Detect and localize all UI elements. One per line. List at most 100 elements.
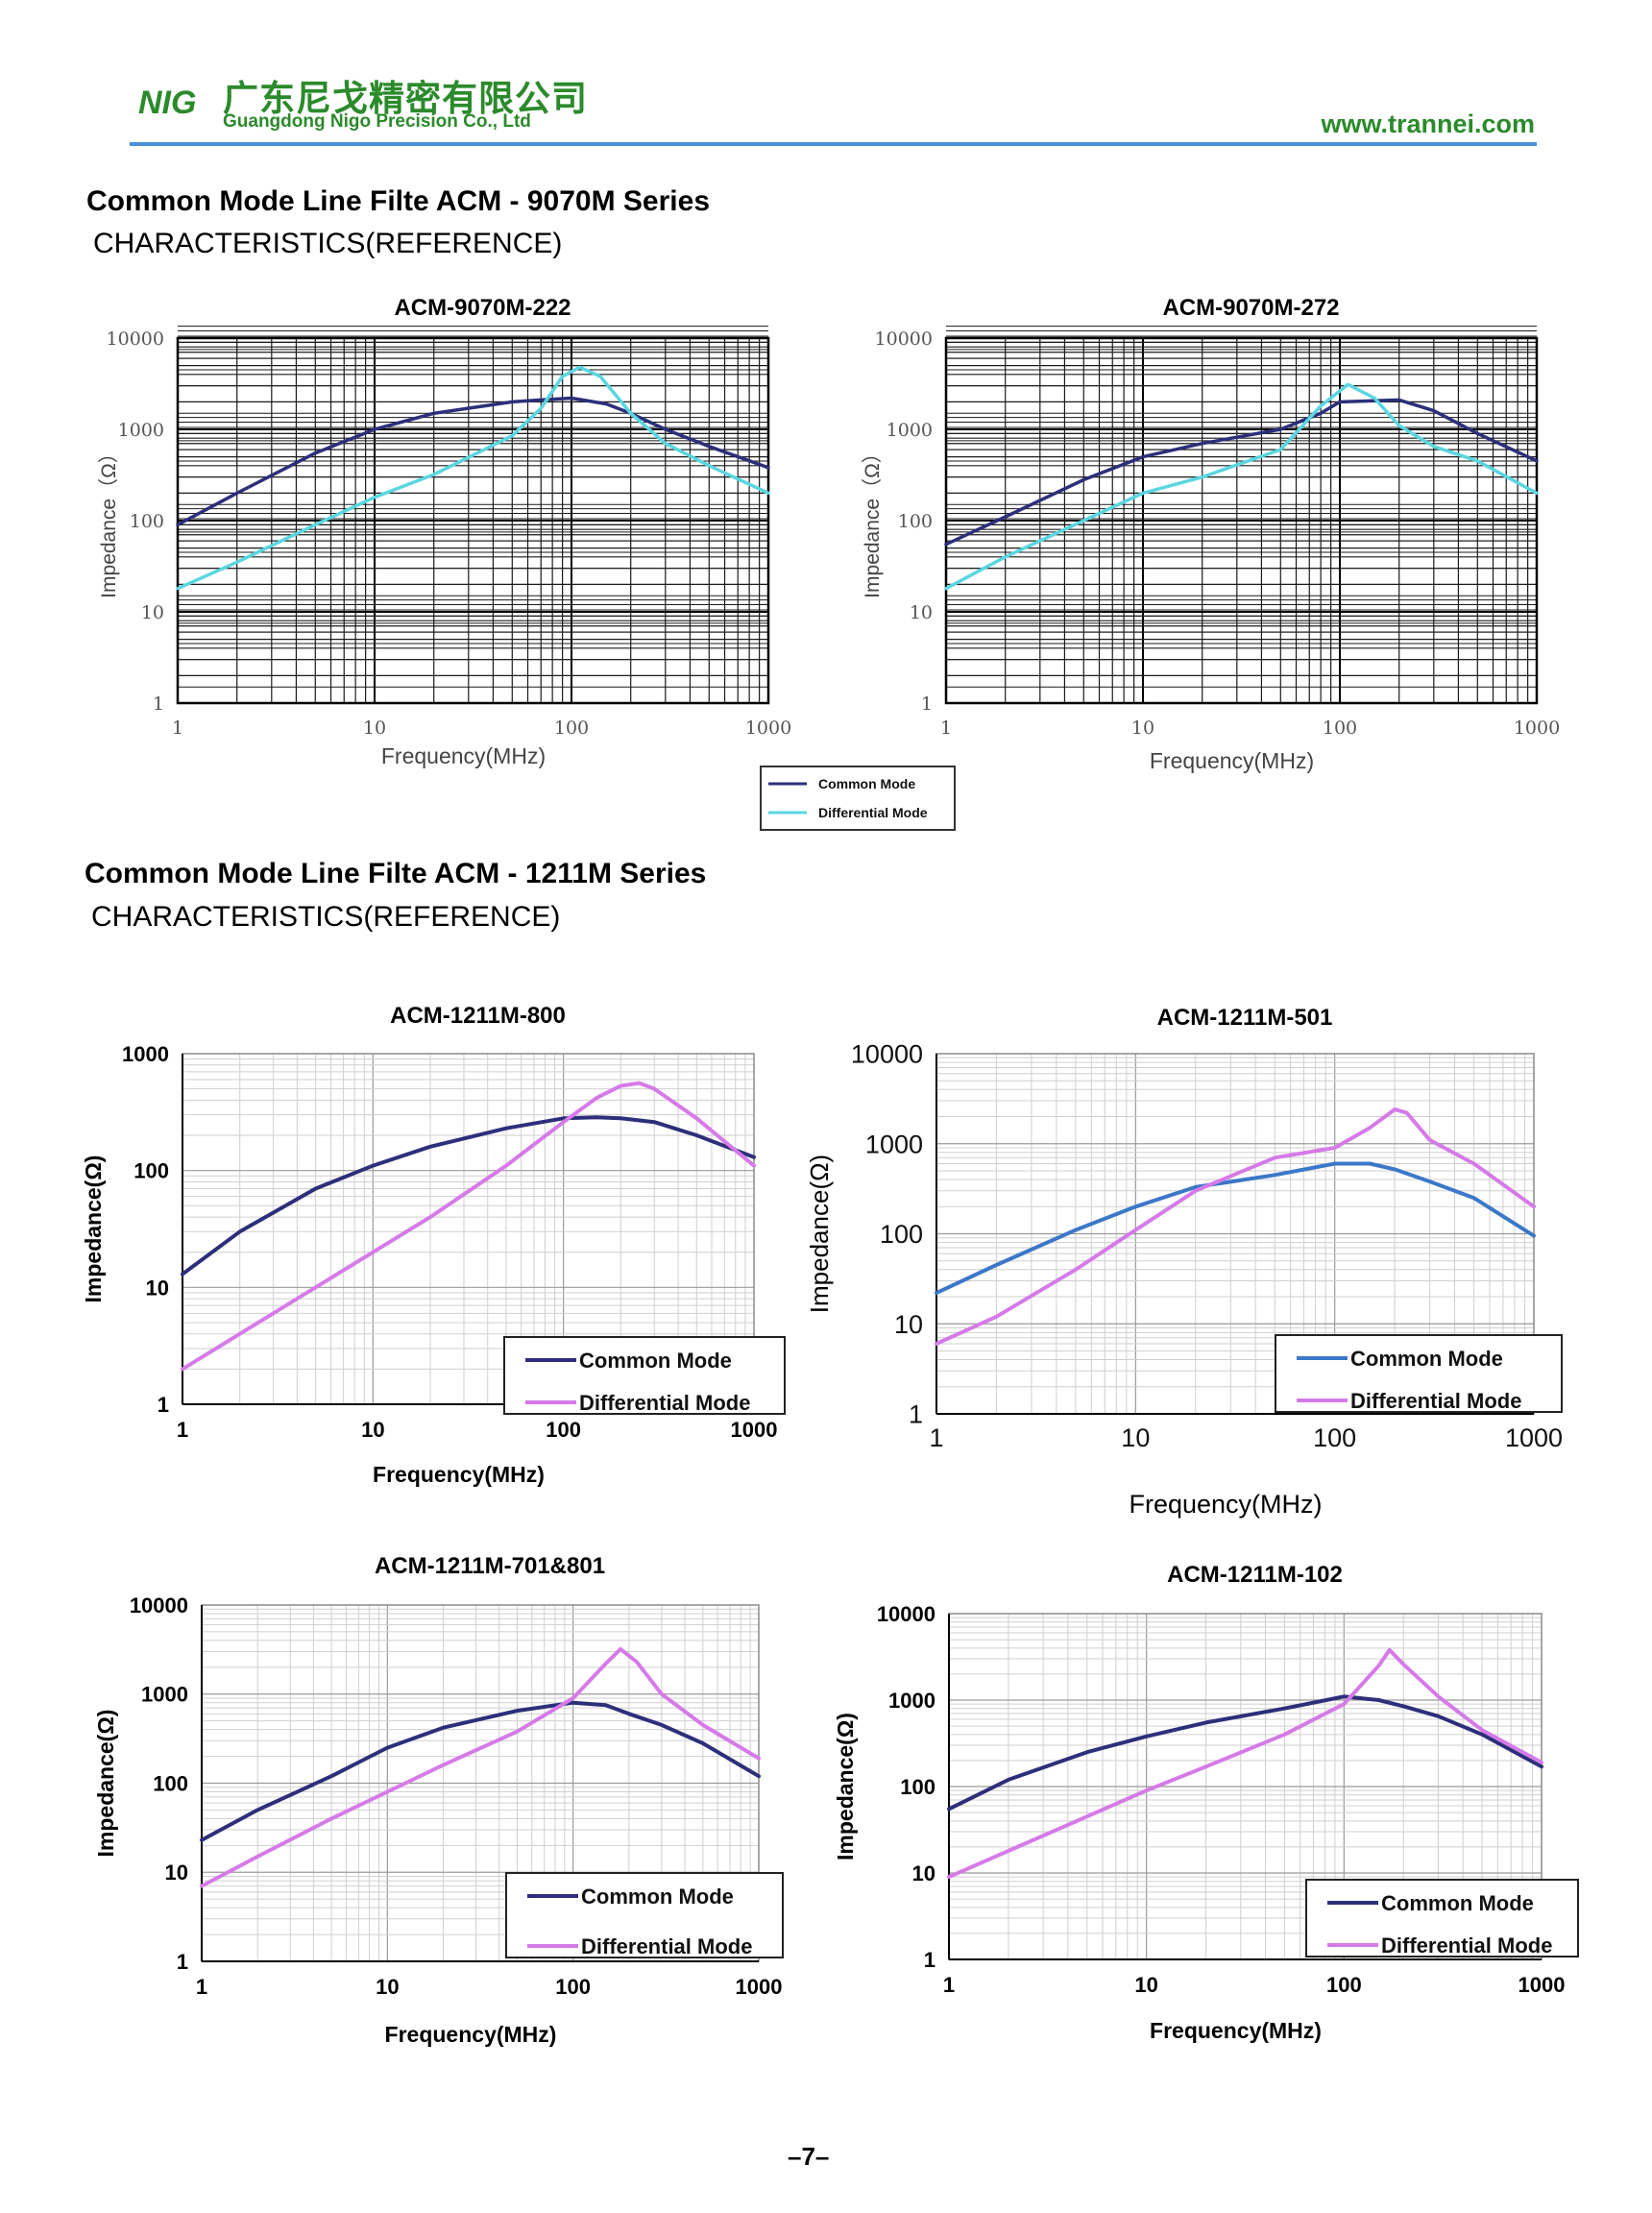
x-tick-label: 1: [943, 1973, 955, 1997]
legend-box: [505, 1872, 784, 1958]
series-line-common-mode: [181, 1115, 756, 1277]
y-tick-label: 100: [153, 1771, 188, 1795]
chart-title: ACM-1211M-701&801: [375, 1553, 605, 1579]
y-tick-label: 1: [909, 1400, 923, 1429]
gridlines: [177, 326, 768, 704]
y-tick-label: 10: [910, 602, 933, 623]
series-line-common-mode: [944, 398, 1539, 547]
legend-label: Differential Mode: [581, 1934, 752, 1958]
series-line-common-mode: [176, 396, 770, 527]
x-tick-label: 100: [1326, 1973, 1362, 1997]
chart-title: ACM-1211M-800: [390, 1003, 566, 1029]
chart-6: 1 10 100 1000 1 10 100 1000 10000 ACM-1211M-102 Fr…: [833, 1562, 1579, 2043]
x-tick-label: 1: [929, 1423, 943, 1452]
x-axis-label: Frequency(MHz): [1129, 1490, 1322, 1519]
x-tick-label: 1: [196, 1975, 207, 1999]
legend-label: Differential Mode: [1381, 1933, 1552, 1958]
series-line-differential-mode: [947, 1647, 1543, 1880]
chart-title: ACM-9070M-272: [1162, 295, 1339, 321]
y-tick-label: 1000: [887, 420, 933, 441]
x-tick-label: 100: [1323, 717, 1357, 739]
chart-5: 1 10 100 1000 1 10 100 1000 10000 ACM-1211M-701&8…: [93, 1553, 784, 2047]
x-tick-label: 10: [1121, 1423, 1150, 1452]
company-name-cn: 广东尼戈精密有限公司: [223, 78, 588, 119]
series-line-differential-mode: [935, 1107, 1536, 1346]
y-tick-label: 100: [134, 1159, 169, 1183]
legend-label: Common Mode: [818, 776, 915, 791]
chart-title: ACM-9070M-222: [394, 295, 571, 321]
series-line-differential-mode: [176, 365, 770, 591]
x-tick-label: 10: [1134, 1973, 1157, 1997]
y-tick-label: 10000: [851, 1040, 923, 1069]
plot-frame: [176, 336, 770, 705]
series-line-differential-mode: [944, 382, 1539, 591]
legend-label: Differential Mode: [579, 1391, 750, 1415]
y-tick-label: 100: [880, 1220, 923, 1249]
y-tick-label: 1: [158, 1393, 169, 1417]
section-subtitle-9070m: CHARACTERISTICS(REFERENCE): [93, 228, 563, 259]
section-subtitle-1211m: CHARACTERISTICS(REFERENCE): [91, 901, 561, 933]
y-axis-label: Impedance（Ω）: [862, 443, 884, 598]
legend: Common Mode Differential Mode: [1305, 1879, 1579, 1958]
x-tick-label: 10: [1131, 717, 1154, 739]
y-tick-label: 10: [912, 1861, 935, 1885]
company-name-en: Guangdong Nigo Precision Co., Ltd: [223, 111, 531, 132]
y-tick-label: 10: [894, 1310, 923, 1339]
x-tick-label: 1: [177, 1418, 188, 1442]
x-tick-label: 1000: [745, 717, 791, 739]
series-line-differential-mode: [181, 1081, 756, 1372]
y-axis-label: Impedance（Ω）: [98, 443, 120, 598]
logo-mark: NIG: [138, 85, 197, 121]
series-line-differential-mode: [200, 1646, 761, 1888]
x-tick-label: 10: [361, 1418, 384, 1442]
x-axis-label: Frequency(MHz): [1150, 2018, 1322, 2043]
legend-label: Common Mode: [579, 1349, 732, 1373]
y-tick-label: 10: [141, 602, 164, 623]
x-tick-label: 1000: [1505, 1423, 1563, 1452]
section-title-9070m: Common Mode Line Filte ACM - 9070M Serie…: [86, 185, 710, 217]
x-axis-label: Frequency(MHz): [385, 2022, 557, 2047]
chart-title: ACM-1211M-501: [1157, 1005, 1333, 1031]
x-axis-label: Frequency(MHz): [1150, 748, 1314, 773]
y-tick-label: 1: [924, 1948, 935, 1972]
series-line-common-mode: [200, 1700, 761, 1842]
x-tick-label: 100: [546, 1418, 581, 1442]
y-axis-label: Impedance(Ω): [93, 1710, 118, 1858]
x-tick-label: 100: [554, 717, 589, 739]
x-tick-label: 1000: [736, 1975, 783, 1999]
legend-label: Differential Mode: [1350, 1389, 1521, 1413]
x-tick-label: 1000: [731, 1418, 778, 1442]
y-tick-label: 10000: [130, 1593, 188, 1617]
y-tick-label: 1000: [888, 1689, 935, 1713]
x-tick-label: 100: [1313, 1423, 1356, 1452]
series-line-common-mode: [935, 1161, 1536, 1296]
x-axis-label: Frequency(MHz): [373, 1462, 545, 1487]
y-tick-label: 100: [898, 511, 933, 532]
x-tick-label: 100: [555, 1975, 591, 1999]
y-tick-label: 10: [146, 1276, 169, 1300]
y-tick-label: 1: [153, 693, 164, 715]
y-tick-label: 10: [165, 1860, 188, 1885]
y-axis-label: Impedance(Ω): [805, 1155, 834, 1313]
y-axis-label: Impedance(Ω): [81, 1155, 106, 1303]
x-tick-label: 10: [376, 1975, 399, 1999]
x-tick-label: 1000: [1518, 1973, 1566, 1997]
y-tick-label: 1: [177, 1950, 188, 1974]
website-url[interactable]: www.trannei.com: [1321, 109, 1535, 138]
y-tick-label: 1000: [865, 1130, 923, 1158]
legend: Common Mode Differential Mode: [505, 1872, 784, 1958]
page-number: –7–: [788, 2142, 830, 2171]
chart-title: ACM-1211M-102: [1167, 1562, 1343, 1588]
x-tick-label: 1000: [1514, 717, 1560, 739]
y-tick-label: 1000: [141, 1683, 188, 1707]
x-axis-label: Frequency(MHz): [381, 743, 546, 768]
shared-legend: Common Mode Differential Mode: [760, 766, 956, 831]
gridlines: [948, 1614, 1542, 1960]
y-tick-label: 1: [921, 693, 933, 715]
x-tick-label: 1: [172, 717, 183, 739]
y-tick-label: 10000: [877, 1602, 935, 1626]
chart-3: 1 10 100 1000 1 10 100 1000 ACM-1211M-800 Frequen…: [81, 1003, 786, 1487]
legend-label: Common Mode: [1350, 1347, 1503, 1371]
x-tick-label: 10: [363, 717, 386, 739]
